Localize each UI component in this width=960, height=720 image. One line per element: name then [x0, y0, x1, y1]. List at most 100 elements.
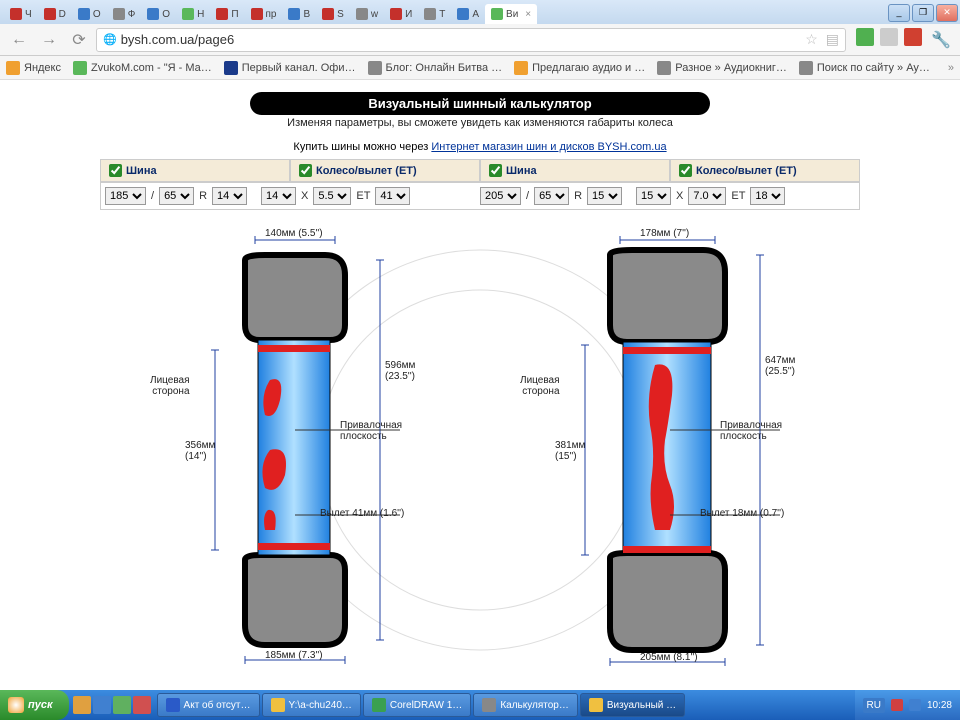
label-face-right: Лицевая сторона [520, 375, 560, 397]
quick-launch-icon[interactable] [113, 696, 131, 714]
lang-indicator[interactable]: RU [863, 698, 885, 713]
label-face-left: Лицевая сторона [150, 375, 190, 397]
browser-tab[interactable]: А [451, 4, 485, 24]
page-content: Визуальный шинный калькулятор Изменяя па… [0, 80, 960, 686]
select-et-left[interactable]: 41 [375, 187, 410, 205]
bookmarks-bar: Яндекс ZvukoM.com - "Я - Ма… Первый канал.… [0, 56, 960, 80]
checkbox-wheel-right[interactable] [679, 164, 692, 177]
dim-height-right: 647мм (25.5'') [765, 355, 795, 377]
browser-tab[interactable]: Ви× [485, 4, 537, 24]
browser-tab[interactable]: S [316, 4, 350, 24]
select-profile-left[interactable]: 65 [159, 187, 194, 205]
dim-bottom-width-right: 205мм (8.1'') [640, 652, 698, 663]
bookmark-item[interactable]: Блог: Онлайн Битва … [368, 61, 503, 75]
browser-tab[interactable]: В [282, 4, 316, 24]
url-text: bysh.com.ua/page6 [121, 32, 234, 47]
browser-tab[interactable]: Ф [107, 4, 142, 24]
tire-diagrams: 140мм (5.5'') 596мм (23.5'') 356мм (14''… [0, 230, 960, 670]
minimize-button[interactable]: _ [888, 4, 910, 22]
close-button[interactable]: ✕ [936, 4, 958, 22]
select-width-left[interactable]: 185 [105, 187, 146, 205]
select-rim-left[interactable]: 14 [212, 187, 247, 205]
header-wheel-right: Колесо/вылет (ET) [670, 159, 860, 182]
bookmark-item[interactable]: Яндекс [6, 61, 61, 75]
maximize-button[interactable]: ❐ [912, 4, 934, 22]
bookmark-item[interactable]: Поиск по сайту » Ау… [799, 61, 930, 75]
header-wheel-left: Колесо/вылет (ET) [290, 159, 480, 182]
dim-rim-left: 356мм (14'') [185, 440, 215, 462]
browser-tab[interactable]: Н [176, 4, 210, 24]
forward-button[interactable]: → [36, 28, 62, 52]
extensions: 🔧 [850, 28, 954, 52]
task-items: Акт об отсут…Y:\a-chu240…CorelDRAW 1…Кал… [155, 691, 855, 719]
taskbar-item[interactable]: CorelDRAW 1… [363, 693, 471, 717]
start-button[interactable]: пуск [0, 690, 69, 720]
dim-rim-right: 381мм (15'') [555, 440, 585, 462]
browser-tab[interactable]: D [38, 4, 72, 24]
bookmark-item[interactable]: ZvukoM.com - "Я - Ма… [73, 61, 212, 75]
system-tray: RU 10:28 [855, 690, 960, 720]
reload-button[interactable]: ⟳ [66, 28, 92, 52]
taskbar: пуск Акт об отсут…Y:\a-chu240…CorelDRAW … [0, 690, 960, 720]
select-rim-right[interactable]: 15 [587, 187, 622, 205]
taskbar-item[interactable]: Визуальный … [580, 693, 685, 717]
browser-tab[interactable]: w [350, 4, 384, 24]
params-left: 185 / 65 R 14 14 X 5.5 ET 41 [105, 187, 480, 205]
browser-tab[interactable]: О [141, 4, 176, 24]
back-button[interactable]: ← [6, 28, 32, 52]
label-plane-left: Привалочная плоскость [340, 420, 402, 442]
page-subtitle: Изменяя параметры, вы сможете увидеть ка… [0, 117, 960, 129]
params-right: 205 / 65 R 15 15 X 7.0 ET 18 [480, 187, 855, 205]
select-wheeld-right[interactable]: 15 [636, 187, 671, 205]
label-offset-right: Вылет 18мм (0.7'') [700, 508, 784, 519]
wrench-icon[interactable]: 🔧 [928, 28, 954, 52]
dim-top-width-right: 178мм (7'') [640, 228, 689, 239]
params-table: Шина Колесо/вылет (ET) Шина Колесо/вылет… [100, 159, 860, 210]
tray-icon[interactable] [891, 699, 903, 711]
bookmark-item[interactable]: Предлагаю аудио и … [514, 61, 645, 75]
quick-launch-icon[interactable] [133, 696, 151, 714]
url-bar[interactable]: 🌐 bysh.com.ua/page6 ☆▤ [96, 28, 846, 52]
tire-right: 178мм (7'') 647мм (25.5'') 381мм (15'') … [500, 230, 830, 670]
select-width-right[interactable]: 205 [480, 187, 521, 205]
dim-top-width-left: 140мм (5.5'') [265, 228, 323, 239]
taskbar-item[interactable]: Калькулятор… [473, 693, 578, 717]
bookmark-item[interactable]: Первый канал. Офи… [224, 61, 356, 75]
select-wheeld-left[interactable]: 14 [261, 187, 296, 205]
ext-icon[interactable] [880, 28, 898, 46]
label-offset-left: Вылет 41мм (1.6'') [320, 508, 404, 519]
browser-tab[interactable]: Т [418, 4, 451, 24]
browser-tab[interactable]: Ч [4, 4, 38, 24]
bookmarks-overflow[interactable]: » [948, 62, 954, 74]
header-tire-right: Шина [480, 159, 670, 182]
select-profile-right[interactable]: 65 [534, 187, 569, 205]
taskbar-item[interactable]: Y:\a-chu240… [262, 693, 361, 717]
tray-icon[interactable] [909, 699, 921, 711]
browser-tab[interactable]: И [384, 4, 418, 24]
dim-height-left: 596мм (23.5'') [385, 360, 415, 382]
clock: 10:28 [927, 700, 952, 711]
ext-icon[interactable] [856, 28, 874, 46]
select-wheelw-left[interactable]: 5.5 [313, 187, 351, 205]
quick-launch-icon[interactable] [73, 696, 91, 714]
dim-bottom-width-left: 185мм (7.3'') [265, 650, 323, 661]
browser-tab[interactable]: пр [245, 4, 283, 24]
buy-link[interactable]: Интернет магазин шин и дисков BYSH.com.u… [431, 141, 666, 153]
select-et-right[interactable]: 18 [750, 187, 785, 205]
checkbox-tire-left[interactable] [109, 164, 122, 177]
quick-launch-icon[interactable] [93, 696, 111, 714]
checkbox-wheel-left[interactable] [299, 164, 312, 177]
buy-line: Купить шины можно через Интернет магазин… [0, 141, 960, 153]
start-icon [8, 697, 24, 713]
bookmark-item[interactable]: Разное » Аудиокниг… [657, 61, 787, 75]
nav-bar: ← → ⟳ 🌐 bysh.com.ua/page6 ☆▤ 🔧 [0, 24, 960, 56]
taskbar-item[interactable]: Акт об отсут… [157, 693, 260, 717]
checkbox-tire-right[interactable] [489, 164, 502, 177]
label-plane-right: Привалочная плоскость [720, 420, 782, 442]
select-wheelw-right[interactable]: 7.0 [688, 187, 726, 205]
ext-icon[interactable] [904, 28, 922, 46]
tire-left: 140мм (5.5'') 596мм (23.5'') 356мм (14''… [130, 230, 460, 670]
browser-tab[interactable]: П [210, 4, 244, 24]
browser-tab[interactable]: О [72, 4, 107, 24]
browser-tabs: ЧDОФОНПпрВSwИТАВи× _ ❐ ✕ [0, 0, 960, 24]
